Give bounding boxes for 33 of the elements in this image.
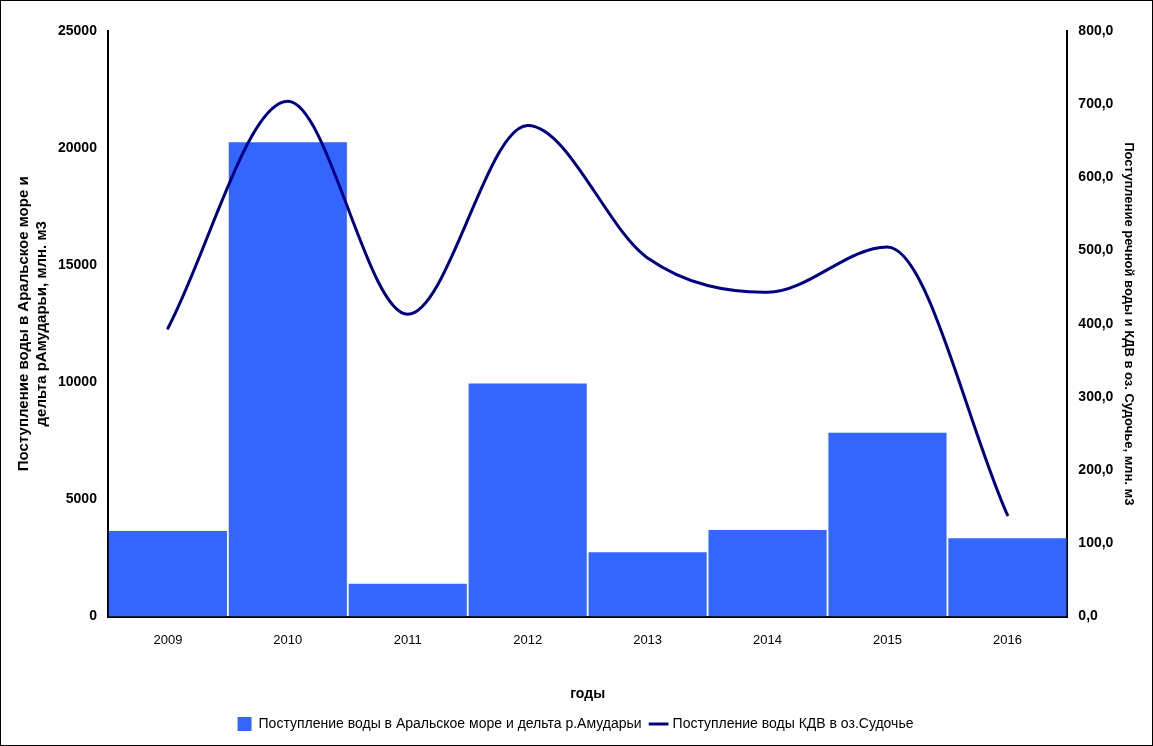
y2-tick-label: 500,0 (1078, 241, 1114, 258)
x-tick-label: 2015 (873, 631, 902, 647)
bar (468, 383, 587, 617)
x-tick-label: 2012 (513, 631, 543, 647)
y2-tick-label: 400,0 (1078, 314, 1114, 331)
y-axis-title: Поступление воды в Аральское море и дельта рАмударьи, млн. м3 (14, 176, 50, 472)
y-tick-label: 15000 (57, 256, 98, 273)
bar (348, 583, 467, 617)
x-tick-label: 2013 (633, 631, 663, 647)
y2-tick-label: 700,0 (1078, 95, 1114, 112)
bar (228, 142, 347, 617)
x-tick-label: 2011 (393, 631, 422, 647)
y-tick-label: 25000 (57, 21, 98, 38)
legend-label: Поступление воды в Аральское море и дельта р.Амударьи (258, 714, 642, 731)
x-tick-label: 2016 (992, 631, 1022, 647)
legend-label: Поступление воды КДВ в оз.Судочье (672, 714, 914, 731)
y-tick-label: 0 (89, 607, 98, 624)
y2-axis-title: Поступление речной воды и КДВ в оз. Судочье, млн. м3 (1121, 142, 1137, 506)
y-tick-label: 5000 (65, 490, 98, 507)
bar (108, 531, 227, 617)
y2-tick-label: 800,0 (1078, 21, 1114, 38)
y-tick-label: 10000 (57, 373, 98, 390)
y-tick-label: 20000 (57, 138, 98, 155)
y2-tick-label: 200,0 (1078, 461, 1114, 478)
x-tick-label: 2014 (753, 631, 782, 647)
y2-tick-label: 300,0 (1078, 387, 1114, 404)
y2-tick-label: 600,0 (1078, 168, 1114, 185)
line-series (166, 99, 1009, 517)
x-tick-label: 2009 (153, 631, 183, 647)
y2-tick-label: 100,0 (1078, 534, 1114, 551)
y2-tick-label: 0,0 (1078, 607, 1099, 624)
x-tick-label: 2010 (273, 631, 303, 647)
x-axis-title: годы (570, 685, 606, 702)
